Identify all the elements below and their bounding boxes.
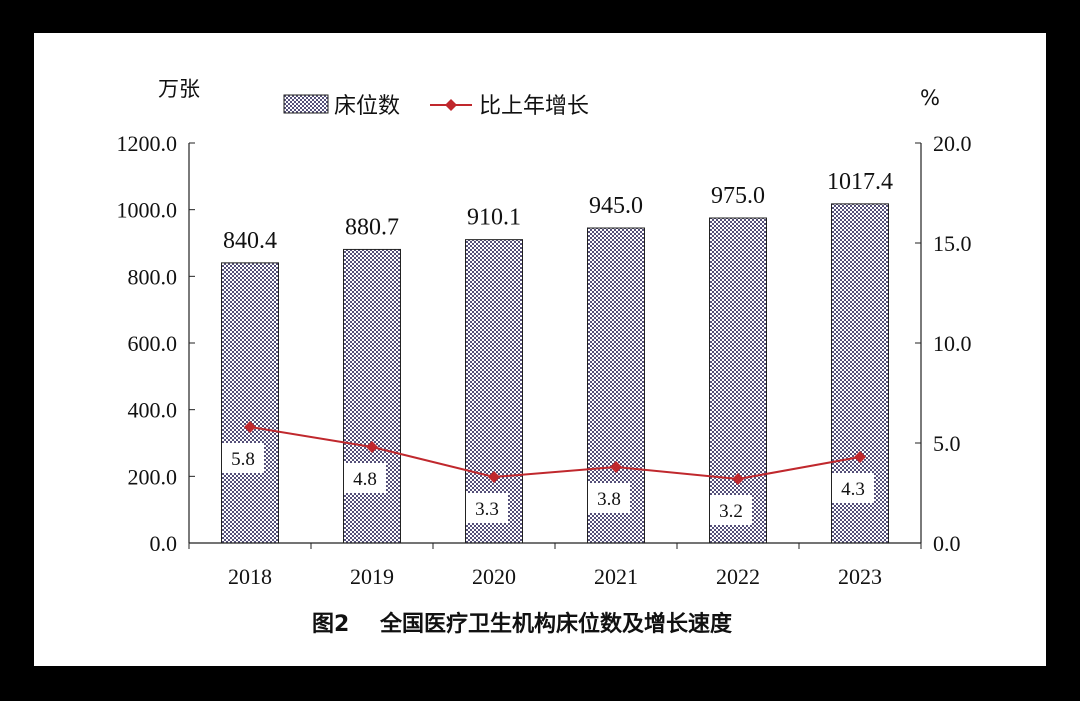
legend-marker-icon [445,99,457,111]
line-point [610,461,622,473]
bar [709,217,767,544]
left-tick-label: 0.0 [150,531,178,556]
right-axis: 0.0 5.0 10.0 15.0 20.0 [915,131,972,556]
left-axis: 0.0 200.0 400.0 600.0 800.0 1000.0 1200.0 [117,131,195,556]
right-axis-unit: % [920,86,940,110]
left-tick-label: 800.0 [128,264,178,289]
line-value-label: 5.8 [231,449,255,470]
bar-line-chart: 万张 % 床位数 比上年增长 0.0 200.0 400.0 600.0 800.0 10… [117,77,972,637]
right-tick-label: 5.0 [933,431,961,456]
growth-line [249,426,861,481]
left-tick-label: 600.0 [128,331,178,356]
x-tick-label: 2022 [716,564,760,589]
left-tick-label: 1000.0 [117,198,178,223]
left-tick-label: 200.0 [128,464,178,489]
bar-value-label: 945.0 [589,193,643,219]
line-label-box [832,473,874,503]
line-series: 5.8 4.8 3.3 3.8 3.2 4.3 [222,421,874,525]
x-tick-label: 2019 [350,564,394,589]
bar-value-label: 880.7 [345,214,399,240]
x-tick-label: 2023 [838,564,882,589]
line-label-box [588,483,630,513]
legend-label-line: 比上年增长 [479,94,589,119]
line-value-label: 3.3 [475,499,499,520]
line-label-box [344,463,386,493]
line-point [488,471,500,483]
legend-label-bar: 床位数 [334,94,400,119]
right-tick-label: 15.0 [933,231,972,256]
bar-series: 840.4 880.7 910.1 945.0 975.0 1017.4 [221,169,893,544]
bar [343,248,401,544]
x-tick-label: 2021 [594,564,638,589]
line-value-label: 4.8 [353,469,377,490]
line-value-label: 4.3 [841,479,865,500]
bar-value-label: 975.0 [711,183,765,209]
chart-caption: 图2 全国医疗卫生机构床位数及增长速度 [312,611,733,637]
left-axis-unit: 万张 [158,77,200,101]
line-value-label: 3.8 [597,489,621,510]
x-tick-label: 2018 [228,564,272,589]
left-tick-label: 1200.0 [117,131,178,156]
legend: 床位数 比上年增长 [283,94,589,119]
bar-value-label: 910.1 [467,205,521,231]
bar [465,239,523,544]
chart-panel: 万张 % 床位数 比上年增长 0.0 200.0 400.0 600.0 800.0 10… [34,33,1046,666]
legend-swatch-bar [283,94,329,114]
line-point [366,441,378,453]
x-axis: 2018 2019 2020 2021 2022 2023 [188,542,922,589]
right-tick-label: 10.0 [933,331,972,356]
line-label-box [222,443,264,473]
line-point [854,451,866,463]
left-tick-label: 400.0 [128,398,178,423]
bar-value-label: 1017.4 [827,169,893,195]
right-tick-label: 20.0 [933,131,972,156]
bar-value-label: 840.4 [223,228,277,254]
line-label-box [710,495,752,525]
bar [221,262,279,544]
x-tick-label: 2020 [472,564,516,589]
right-tick-label: 0.0 [933,531,961,556]
line-value-label: 3.2 [719,501,743,522]
line-point [244,421,256,433]
line-label-box [466,493,508,523]
line-point [732,473,744,485]
